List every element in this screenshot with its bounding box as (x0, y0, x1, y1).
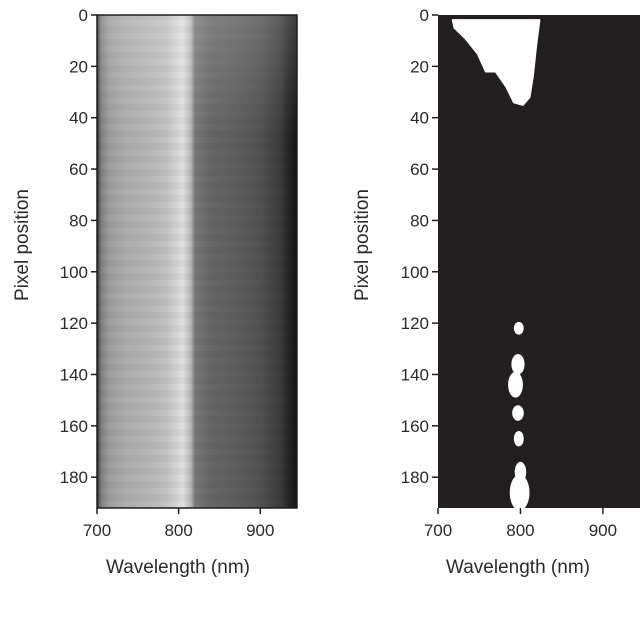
y-tick-label: 120 (60, 314, 88, 333)
right-y-axis-label: Pixel position (352, 189, 373, 301)
x-tick-label: 700 (424, 521, 452, 540)
mask-region (451, 19, 541, 106)
y-tick-label: 40 (410, 109, 429, 128)
y-tick-label: 140 (60, 365, 88, 384)
y-tick-label: 0 (79, 6, 88, 25)
mask-regions (451, 19, 541, 508)
right-y-axis: 0 20 40 60 80 100 120 140 160 180 (401, 6, 438, 487)
right-panel: 0 20 40 60 80 100 120 140 160 180 700 800 900 Wavel… (352, 6, 640, 578)
left-panel: 0 20 40 60 80 100 120 140 160 180 700 800 900 Wavel… (12, 6, 298, 578)
right-x-axis-label: Wavelength (nm) (446, 557, 590, 578)
y-tick-label: 60 (410, 160, 429, 179)
mask-blob (513, 321, 524, 335)
y-tick-label: 160 (60, 417, 88, 436)
x-tick-label: 900 (246, 521, 274, 540)
left-y-axis-label: Pixel position (12, 189, 33, 301)
y-tick-label: 20 (69, 57, 88, 76)
left-x-axis: 700 800 900 (83, 508, 274, 540)
mask-blob (509, 474, 530, 508)
y-tick-label: 120 (401, 314, 429, 333)
y-tick-label: 40 (69, 109, 88, 128)
y-tick-label: 80 (410, 211, 429, 230)
left-plot-frame (96, 14, 298, 509)
left-y-axis: 0 20 40 60 80 100 120 140 160 180 (60, 6, 97, 487)
y-tick-label: 180 (401, 468, 429, 487)
right-heatmap (438, 15, 640, 508)
y-tick-label: 0 (420, 6, 429, 25)
y-tick-label: 60 (69, 160, 88, 179)
x-tick-label: 700 (83, 521, 111, 540)
y-tick-label: 80 (69, 211, 88, 230)
y-tick-label: 100 (60, 263, 88, 282)
x-tick-label: 800 (164, 521, 192, 540)
left-heatmap-glow (97, 15, 297, 508)
mask-blob (511, 353, 525, 375)
mask-blob (508, 371, 523, 398)
y-tick-label: 160 (401, 417, 429, 436)
y-tick-label: 140 (401, 365, 429, 384)
y-tick-label: 180 (60, 468, 88, 487)
y-tick-label: 20 (410, 57, 429, 76)
y-tick-label: 100 (401, 263, 429, 282)
x-tick-label: 800 (506, 521, 534, 540)
right-x-axis: 700 800 900 (424, 508, 617, 540)
mask-blob (513, 430, 524, 447)
x-tick-label: 900 (589, 521, 617, 540)
left-x-axis-label: Wavelength (nm) (106, 557, 250, 578)
mask-blob (512, 405, 524, 421)
